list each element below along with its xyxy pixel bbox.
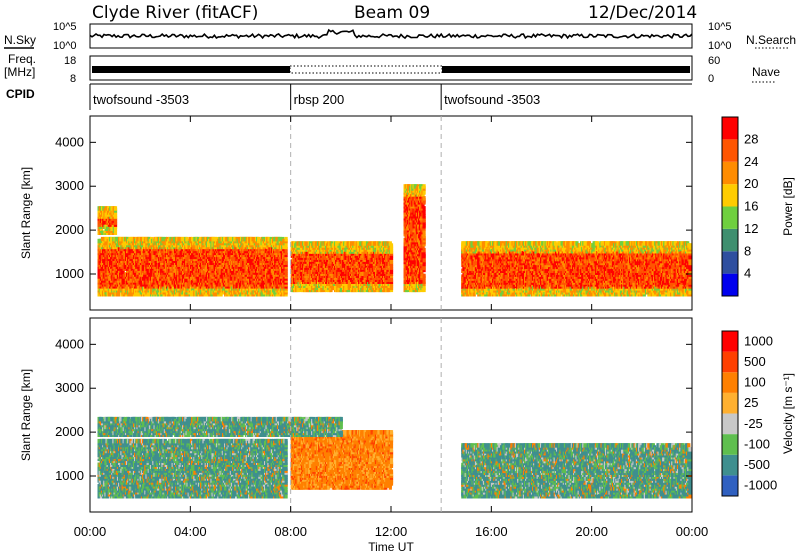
freq-band-1 xyxy=(92,66,290,73)
noise-tick-top-left: 10^5 xyxy=(53,21,77,33)
heatmap-cell xyxy=(285,237,288,242)
station-title: Clyde River (fitACF) xyxy=(92,3,258,23)
nave-tick-bottom: 0 xyxy=(708,73,714,85)
noise-tick-bottom-left: 10^0 xyxy=(53,40,77,52)
cpid-segment-label: twofsound -3503 xyxy=(93,92,189,107)
heatmap-cell xyxy=(285,257,288,262)
nave-tick-top: 60 xyxy=(708,55,720,67)
cpid-label: CPID xyxy=(6,87,35,101)
date-title: 12/Dec/2014 xyxy=(588,3,697,23)
nave-segment xyxy=(290,66,442,73)
heatmap-cell xyxy=(114,206,117,211)
freq-band-2 xyxy=(442,66,690,73)
freq-label: Freq. xyxy=(8,52,36,66)
heatmap-cell xyxy=(285,245,288,250)
cpid-segments: twofsound -3503 rbsp 200 twofsound -3503 xyxy=(90,84,540,110)
heatmap-cell xyxy=(114,231,117,236)
noise-sky-label: N.Sky xyxy=(4,33,36,47)
figure: Clyde River (fitACF) Beam 09 12/Dec/2014… xyxy=(0,0,800,554)
noise-tick-top-right: 10^5 xyxy=(708,21,732,33)
freq-tick-top: 18 xyxy=(64,55,76,67)
heatmap-cell xyxy=(285,251,288,256)
freq-tick-bottom: 8 xyxy=(70,73,76,85)
nave-label: Nave xyxy=(752,65,780,79)
cpid-segment-label: rbsp 200 xyxy=(294,92,345,107)
noise-sky-line xyxy=(90,30,692,38)
heatmap-cells xyxy=(98,184,692,296)
freq-unit-label: [MHz] xyxy=(4,65,35,79)
cpid-segment-label: twofsound -3503 xyxy=(444,92,540,107)
noise-search-label: N.Search xyxy=(746,33,796,47)
noise-tick-bottom-right: 10^0 xyxy=(708,40,732,52)
beam-title: Beam 09 xyxy=(354,3,430,23)
